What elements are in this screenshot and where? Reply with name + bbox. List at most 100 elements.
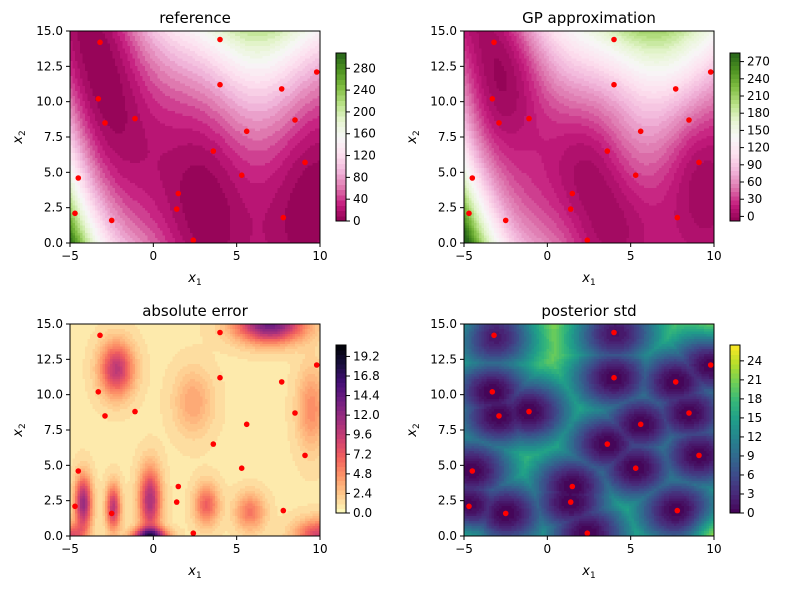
sample-point	[491, 40, 497, 46]
colorbar-tick-label: 280	[353, 61, 376, 75]
sample-point	[314, 69, 320, 75]
y-tick-label: 7.5	[438, 423, 457, 437]
x-tick-label: −5	[61, 249, 79, 263]
y-tick-label: 10.0	[36, 95, 63, 109]
y-tick-label: 0.0	[44, 236, 63, 250]
sample-point	[503, 218, 509, 224]
y-axis-label: x2	[405, 130, 422, 144]
sample-point	[708, 69, 714, 75]
sample-point	[673, 86, 679, 92]
y-tick-label: 15.0	[36, 24, 63, 38]
sample-point	[279, 379, 285, 385]
colorbar-tick-label: 240	[747, 72, 770, 86]
sample-point	[217, 37, 223, 43]
sample-point	[585, 237, 591, 243]
sample-point	[470, 468, 476, 474]
sample-point	[611, 330, 617, 336]
sample-point	[673, 379, 679, 385]
sample-point	[292, 117, 298, 123]
sample-point	[466, 211, 472, 217]
x-tick-label: 10	[312, 542, 327, 556]
sample-point	[638, 422, 644, 428]
x-tick-label: 0	[150, 249, 158, 263]
sample-point	[503, 511, 509, 517]
y-tick-label: 0.0	[438, 529, 457, 543]
x-tick-label: 5	[233, 249, 241, 263]
x-tick-label: −5	[455, 542, 473, 556]
y-tick-label: 7.5	[438, 130, 457, 144]
y-tick-label: 10.0	[430, 388, 457, 402]
colorbar-tick-label: 160	[353, 127, 376, 141]
y-tick-label: 7.5	[44, 130, 63, 144]
sample-point	[490, 96, 496, 102]
sample-point	[211, 148, 217, 154]
sample-point	[611, 37, 617, 43]
x-tick-label: 10	[706, 542, 721, 556]
y-tick-label: 5.0	[44, 165, 63, 179]
sample-point	[281, 215, 287, 221]
subplot-4: −5 0 5 100.02.55.07.510.012.515.0posterior …	[405, 302, 762, 581]
sample-point	[239, 172, 245, 178]
sample-point	[102, 413, 108, 419]
y-tick-label: 2.5	[438, 494, 457, 508]
x-tick-label: 5	[627, 249, 635, 263]
sample-point	[96, 96, 102, 102]
colorbar-tick-label: 0.0	[353, 506, 372, 520]
sample-point	[76, 468, 82, 474]
y-axis-label: x2	[11, 423, 28, 437]
sample-point	[217, 375, 223, 381]
sample-point	[675, 508, 681, 514]
colorbar-tick-label: 180	[747, 106, 770, 120]
sample-point	[292, 410, 298, 416]
sample-point	[76, 175, 82, 181]
x-tick-label: 5	[233, 542, 241, 556]
sample-point	[526, 116, 532, 122]
sample-point	[568, 499, 574, 505]
subplot-title: GP approximation	[522, 9, 656, 27]
colorbar-tick-label: 60	[747, 175, 762, 189]
sample-point	[314, 362, 320, 368]
sample-point	[496, 120, 502, 126]
sample-point	[72, 211, 78, 217]
sample-point	[302, 160, 308, 166]
colorbar-tick-label: 9.6	[353, 428, 372, 442]
sample-point	[708, 362, 714, 368]
sample-point	[496, 413, 502, 419]
sample-point	[605, 148, 611, 154]
x-axis-label: x1	[187, 564, 201, 581]
colorbar-tick-label: 2.4	[353, 486, 372, 500]
sample-point	[568, 206, 574, 212]
colorbar-tick-label: 3	[747, 487, 755, 501]
colorbar-tick-label: 9	[747, 449, 755, 463]
sample-point	[570, 484, 576, 490]
contour-surface	[464, 31, 715, 244]
colorbar-tick-label: 270	[747, 55, 770, 69]
sample-point	[466, 504, 472, 510]
colorbar-tick-label: 0	[747, 209, 755, 223]
y-axis-label: x2	[11, 130, 28, 144]
sample-point	[686, 117, 692, 123]
y-tick-label: 12.5	[36, 59, 63, 73]
sample-point	[696, 160, 702, 166]
sample-point	[244, 129, 250, 135]
sample-point	[174, 206, 180, 212]
colorbar-tick-label: 80	[353, 170, 368, 184]
y-tick-label: 5.0	[438, 458, 457, 472]
x-tick-label: −5	[455, 249, 473, 263]
sample-point	[191, 237, 197, 243]
contour-surface	[70, 324, 321, 537]
sample-point	[633, 172, 639, 178]
colorbar-tick-label: 15	[747, 411, 762, 425]
y-tick-label: 12.5	[430, 59, 457, 73]
sample-point	[279, 86, 285, 92]
x-axis-label: x1	[581, 564, 595, 581]
sample-point	[109, 511, 115, 517]
x-tick-label: 0	[150, 542, 158, 556]
y-tick-label: 15.0	[430, 24, 457, 38]
sample-point	[611, 82, 617, 88]
sample-point	[470, 175, 476, 181]
